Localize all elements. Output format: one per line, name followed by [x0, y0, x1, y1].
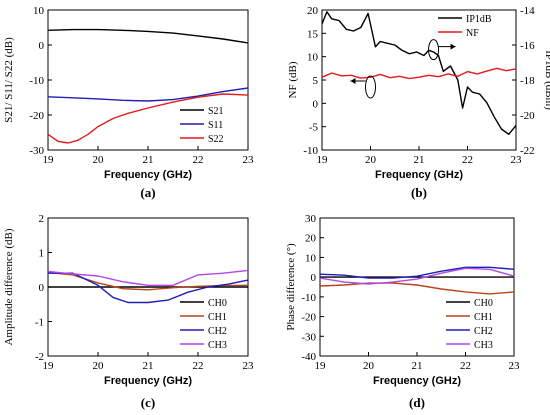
- x-tick-label: 21: [143, 360, 154, 372]
- y-tick-label: 0: [39, 40, 45, 52]
- x-tick-label: 19: [315, 360, 327, 372]
- y-tick-label: 10: [33, 5, 45, 17]
- y2-tick-label: -14: [520, 5, 535, 17]
- y-tick-label: -10: [29, 75, 44, 87]
- y-tick-label: 10: [307, 52, 319, 64]
- y2-tick-label: -16: [520, 40, 535, 52]
- y-tick-label: 20: [307, 5, 319, 17]
- y-tick-label: -10: [301, 292, 316, 304]
- y-tick-label: -10: [303, 145, 318, 157]
- legend-label: CH1: [474, 312, 493, 323]
- x-axis-title: Frequency (GHz): [375, 169, 463, 181]
- chart-panel-1: 19 20 21 22 23 20 15 10 5 0 -5 -10 -14 -16 -18 -20 -22 IP…: [287, 5, 550, 200]
- y-tick-label: -30: [29, 145, 44, 157]
- x-axis-title: Frequency (GHz): [104, 169, 192, 181]
- panel-label: (a): [140, 185, 155, 200]
- annotation-ellipse: [365, 75, 376, 99]
- legend-label: S22: [208, 134, 224, 145]
- legend-label: CH0: [474, 298, 493, 309]
- x-tick-label: 22: [193, 360, 204, 372]
- y-tick-label: -20: [301, 312, 316, 324]
- y-tick-label: 1: [39, 248, 45, 260]
- series-line-s11: [47, 87, 249, 102]
- x-tick-label: 23: [243, 360, 255, 372]
- series-line-ch3: [47, 269, 249, 286]
- y-tick-label: 0: [313, 98, 319, 110]
- x-tick-label: 20: [365, 154, 377, 166]
- x-tick-label: 21: [414, 154, 425, 166]
- x-tick-label: 20: [363, 360, 375, 372]
- y-tick-label: -40: [301, 351, 316, 363]
- y-tick-label: 2: [39, 213, 45, 225]
- y-tick-label: 30: [305, 213, 317, 225]
- legend-label: IP1dB: [466, 14, 492, 25]
- chart-panel-0: 19 20 21 22 23 10 0 -10 -20 -30 S21 S11 S22 Frequency…: [3, 5, 254, 200]
- y-tick-label: 20: [305, 233, 317, 245]
- y2-tick-label: -20: [520, 110, 535, 122]
- y-axis-title: NF (dB): [287, 61, 299, 98]
- y-tick-label: -30: [301, 331, 316, 343]
- x-tick-label: 21: [412, 360, 423, 372]
- chart-panel-3: 19 20 21 22 23 30 20 10 0 -10 -20 -30 -40 CH0 CH1 CH2 CH…: [285, 213, 520, 410]
- panel-label: (c): [141, 395, 155, 410]
- panel-label: (b): [411, 185, 427, 200]
- series-line-ch2: [319, 266, 515, 279]
- x-tick-label: 23: [509, 360, 521, 372]
- y-axis-title: Amplitude difference (dB): [3, 228, 15, 345]
- legend-label: CH1: [208, 312, 227, 323]
- x-axis-title: Frequency (GHz): [104, 375, 192, 387]
- x-tick-label: 22: [462, 154, 473, 166]
- series-line-s21: [47, 28, 249, 44]
- x-tick-label: 19: [43, 154, 55, 166]
- legend-label: CH2: [208, 326, 227, 337]
- x-tick-label: 19: [43, 360, 55, 372]
- legend-label: S11: [208, 120, 223, 131]
- y-tick-label: 0: [39, 282, 45, 294]
- x-tick-label: 20: [93, 360, 105, 372]
- series-line-s22: [47, 93, 249, 144]
- legend-label: CH3: [474, 340, 493, 351]
- x-tick-label: 19: [317, 154, 329, 166]
- x-tick-label: 21: [143, 154, 154, 166]
- y-tick-label: -5: [309, 122, 319, 134]
- y2-axis-title: IP1dB (dBm): [543, 50, 550, 110]
- x-tick-label: 20: [93, 154, 105, 166]
- y2-tick-label: -22: [520, 145, 535, 157]
- y-axis-title: S21/ S11/ S22 (dB): [3, 37, 15, 123]
- series-line-ip1db: [321, 11, 517, 136]
- y-tick-label: 10: [305, 252, 317, 264]
- annotation-arrowhead: [450, 43, 456, 50]
- legend-label: CH0: [208, 298, 227, 309]
- x-tick-label: 23: [511, 154, 523, 166]
- y2-tick-label: -18: [520, 75, 535, 87]
- y-tick-label: 0: [311, 272, 317, 284]
- legend-label: S21: [208, 106, 224, 117]
- y-tick-label: 5: [313, 75, 319, 87]
- y-tick-label: -1: [35, 317, 44, 329]
- series-line-ch2: [48, 272, 249, 304]
- annotation-arrowhead: [350, 78, 356, 84]
- annotation-ellipse: [428, 39, 440, 61]
- legend-label: CH3: [208, 340, 227, 351]
- y-tick-label: -20: [29, 110, 44, 122]
- legend-label: CH2: [474, 326, 493, 337]
- y-axis-title: Phase difference (°): [285, 243, 297, 331]
- series-line-ch1: [319, 282, 515, 295]
- y-tick-label: 15: [307, 28, 319, 40]
- x-tick-label: 22: [193, 154, 204, 166]
- legend-label: NF: [466, 28, 479, 39]
- series-line-ch3: [319, 267, 515, 285]
- y-tick-label: -2: [35, 351, 44, 363]
- x-tick-label: 23: [243, 154, 255, 166]
- series-line-nf: [321, 67, 517, 80]
- panel-label: (d): [409, 395, 425, 410]
- x-tick-label: 22: [460, 360, 471, 372]
- x-axis-title: Frequency (GHz): [373, 375, 461, 387]
